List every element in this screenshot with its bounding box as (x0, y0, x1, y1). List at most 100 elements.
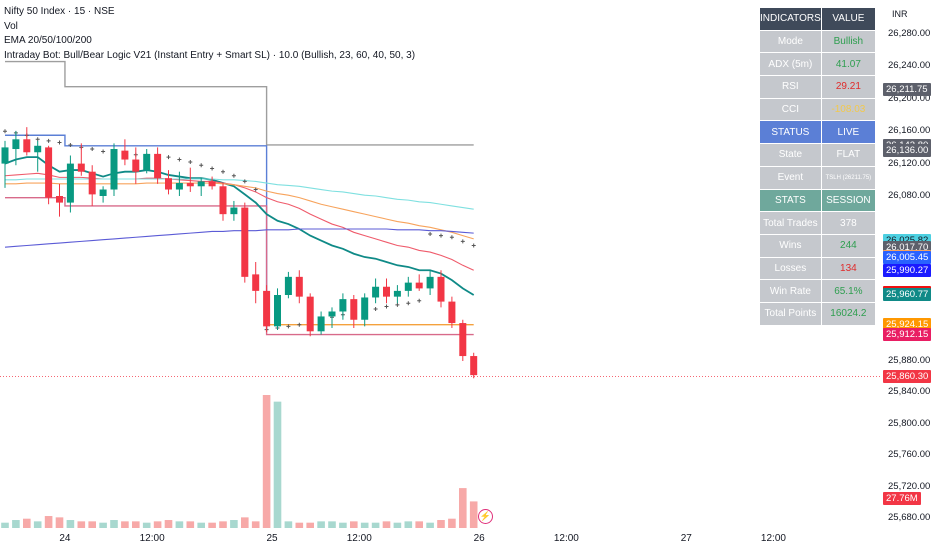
candle-body (66, 163, 74, 203)
volume-bar (55, 517, 64, 528)
time-tick-label: 26 (473, 533, 485, 544)
volume-bar (251, 521, 260, 528)
time-tick-label: 12:00 (139, 533, 165, 544)
time-axis[interactable]: 24 12:00 25 12:00 26 12:00 27 12:00 (0, 528, 880, 550)
axis-corner (880, 528, 932, 550)
price-tick-label: 26,080.00 (888, 190, 931, 201)
candle-body (12, 139, 20, 150)
volume-bar (66, 520, 75, 528)
level-line (5, 60, 474, 146)
volume-bar (132, 521, 140, 528)
candle-body (339, 299, 347, 312)
volume-bar (121, 521, 129, 528)
price-chart-svg[interactable] (0, 0, 880, 528)
volume-bar (382, 521, 391, 528)
price-tick-label: 26,280.00 (888, 28, 931, 39)
sar-marker (68, 142, 73, 147)
sar-marker (90, 147, 95, 152)
table-header-cell: SESSION (820, 188, 877, 213)
table-row-value: 41.07 (820, 52, 877, 77)
candle-body (132, 159, 140, 172)
time-tick-label: 12:00 (553, 533, 579, 544)
candle-body (186, 183, 194, 187)
candle-body (208, 181, 216, 187)
legend-ema[interactable]: EMA 20/50/100/200 (4, 35, 92, 46)
sar-marker (286, 324, 291, 329)
volume-bar (469, 501, 478, 528)
price-tag: 25,912.15 (883, 327, 932, 341)
time-tick-label: 24 (59, 533, 71, 544)
legend-vol[interactable]: Vol (4, 20, 18, 32)
table-row-label: Wins (759, 233, 822, 258)
candle-body (165, 178, 172, 190)
volume-bar (23, 518, 31, 528)
table-row-value: 16024.2 (820, 301, 877, 326)
candle-body (252, 274, 260, 291)
time-tick-label: 25 (266, 533, 278, 544)
volume-bar (153, 521, 162, 528)
candle-body (393, 290, 401, 297)
candle-body (284, 276, 292, 295)
candle-body (56, 196, 63, 203)
volume-bar (448, 518, 456, 528)
candle-body (45, 147, 53, 198)
sar-marker (471, 243, 476, 248)
candle-body (99, 189, 107, 196)
table-header-row: INDICATORS VALUE (759, 7, 877, 31)
candle-body (219, 186, 227, 215)
candle-body (459, 323, 467, 357)
candle-body (175, 183, 183, 190)
table-header-cell: STATS (759, 188, 822, 213)
legend-bot[interactable]: Intraday Bot: Bull/Bear Logic V21 (Insta… (4, 49, 416, 61)
volume-bar (12, 520, 20, 528)
chart-area[interactable]: Nifty 50 Index · 15 · NSE Vol EMA 20/50/… (0, 0, 880, 528)
flash-event-icon[interactable]: ⚡ (478, 509, 493, 524)
volume-bar (44, 516, 53, 528)
candle-body (415, 282, 423, 289)
candle-body (350, 299, 358, 320)
sar-marker (449, 235, 454, 240)
sar-marker (373, 307, 378, 312)
time-tick-label: 12:00 (346, 533, 372, 544)
sar-marker (460, 239, 465, 244)
table-row: Wins 244 (759, 233, 877, 258)
candle-body (230, 207, 238, 215)
table-row: State FLAT (759, 143, 877, 167)
price-tag: 26,211.75 (883, 82, 931, 96)
sar-marker (199, 163, 204, 168)
volume-bar (77, 521, 86, 528)
sar-marker (3, 129, 7, 134)
time-tick-label: 27 (680, 533, 692, 544)
price-tick-label: 26,200.00 (888, 92, 931, 104)
sar-marker (166, 155, 171, 160)
sar-marker (384, 304, 389, 309)
candle-body (34, 145, 42, 153)
volume-bar (284, 521, 293, 528)
table-row-label: Total Trades (759, 211, 822, 235)
legend-symbol[interactable]: Nifty 50 Index · 15 · NSE (4, 6, 115, 17)
sar-marker (242, 179, 247, 184)
table-row-value: TSLH (26211.75) (820, 165, 877, 190)
candle-body (437, 276, 445, 302)
price-tag: 25,960.77 (883, 287, 932, 301)
table-header-cell: LIVE (820, 120, 877, 145)
volume-bar (1, 522, 9, 528)
volume-bar (437, 520, 445, 528)
volume-bar (350, 521, 358, 528)
price-tag: 26,005.45 (883, 251, 932, 264)
candle-body (372, 286, 380, 298)
sar-marker (101, 149, 106, 154)
ema-line (4, 228, 474, 248)
sar-marker (188, 159, 193, 164)
currency-label[interactable]: INR (892, 9, 908, 19)
volume-bar (186, 521, 195, 528)
table-row-label: Win Rate (759, 279, 822, 303)
price-axis[interactable]: INR 26,280.00 26,240.00 26,200.00 26,160.00… (880, 0, 932, 528)
table-row: Win Rate 65.1% (759, 279, 877, 303)
table-row-value: 378 (820, 211, 877, 235)
volume-bar (164, 520, 173, 528)
candle-body (197, 181, 205, 187)
table-header-row: STATUS LIVE (759, 120, 877, 145)
sar-marker (417, 298, 422, 303)
sar-marker (177, 157, 182, 162)
